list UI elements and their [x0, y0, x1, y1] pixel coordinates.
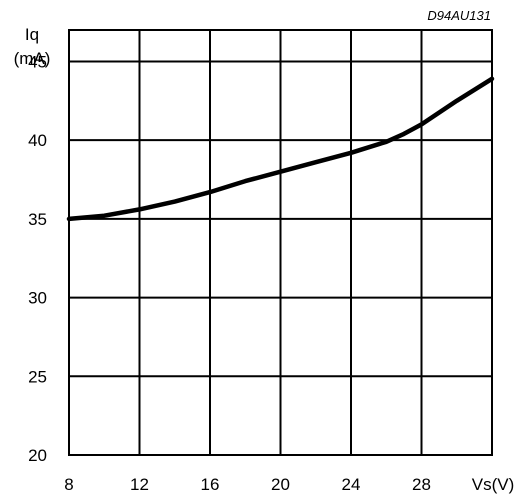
- tick-labels: 8 12 16 20 24 28 20 25 30 35 40 45: [28, 52, 431, 494]
- series-layer: [66, 76, 495, 222]
- x-tick-label: 8: [64, 475, 73, 494]
- y-tick-label: 30: [28, 289, 47, 308]
- x-tick-label: 12: [130, 475, 149, 494]
- x-tick-label: 16: [201, 475, 220, 494]
- x-tick-label: 28: [412, 475, 431, 494]
- y-tick-label: 40: [28, 131, 47, 150]
- y-tick-label: 45: [28, 52, 47, 71]
- y-tick-label: 35: [28, 210, 47, 229]
- grid: [69, 30, 492, 456]
- y-tick-label: 25: [28, 367, 47, 386]
- y-tick-label: 20: [28, 446, 47, 465]
- iq-curve: [66, 76, 495, 222]
- plot-frame: [68, 29, 493, 456]
- x-axis-label: Vs(V): [472, 475, 515, 494]
- x-tick-label: 24: [342, 475, 361, 494]
- x-tick-label: 20: [271, 475, 290, 494]
- y-axis-label: Iq: [25, 25, 39, 44]
- y-axis-unit: (mA): [14, 49, 51, 68]
- figure-code: D94AU131: [427, 8, 491, 23]
